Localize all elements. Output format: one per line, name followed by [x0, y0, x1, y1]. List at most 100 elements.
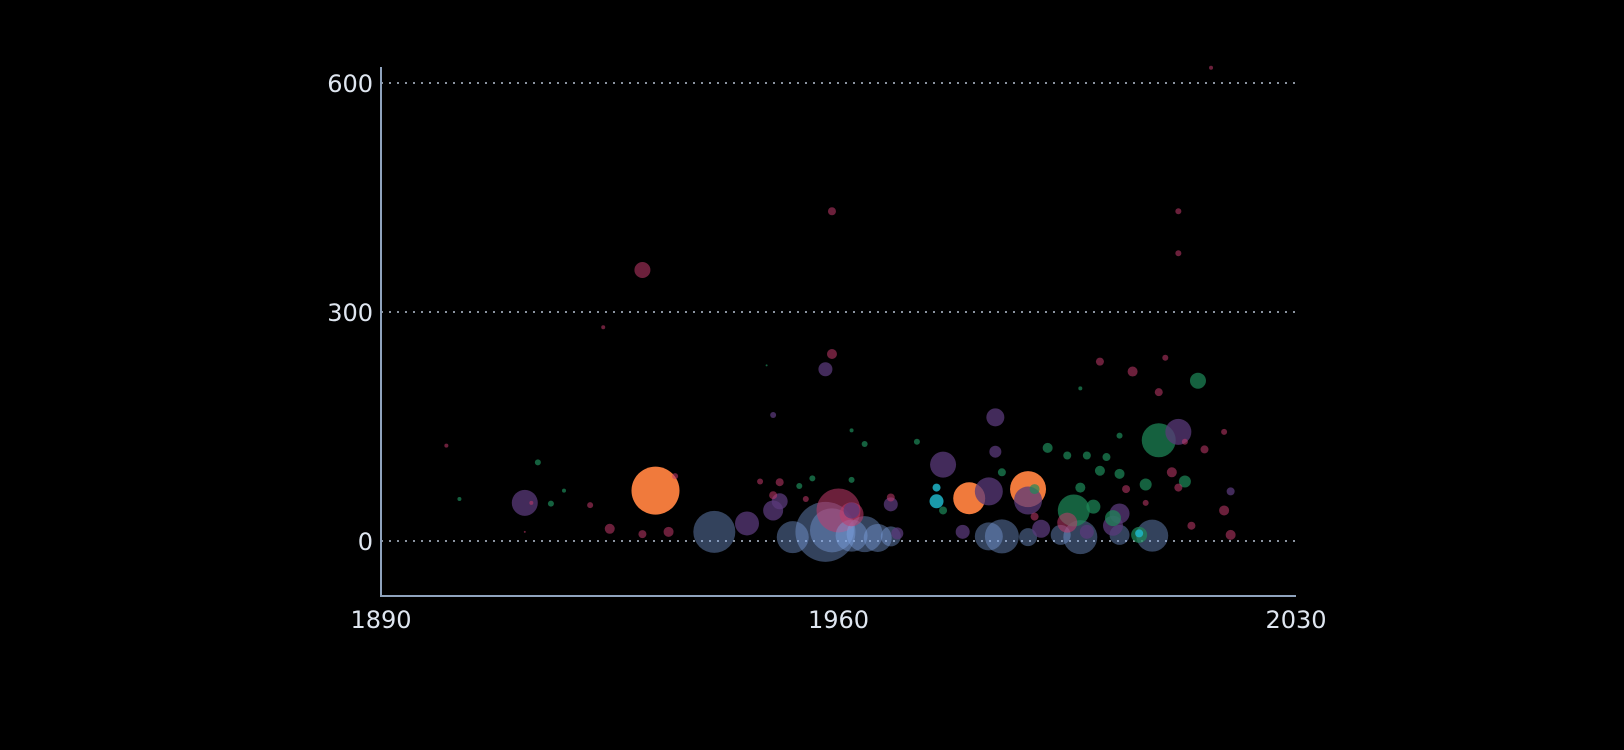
data-point-s2-34: [1209, 65, 1214, 70]
data-point-s4-15: [1063, 451, 1072, 460]
data-point-s1-0: [693, 510, 736, 553]
x-tick-label-2030: 2030: [1265, 606, 1326, 634]
data-point-s4-2: [547, 500, 554, 507]
data-point-s4-11: [939, 506, 948, 515]
data-point-s4-7: [848, 476, 855, 483]
data-point-s2-22: [1122, 485, 1131, 494]
data-point-s3-4: [770, 412, 777, 419]
data-point-s0-0: [631, 466, 680, 515]
axes: [380, 67, 1296, 597]
data-point-s2-29: [1175, 208, 1182, 215]
data-point-s3-12: [986, 408, 1005, 427]
y-tick-label-300: 300: [327, 299, 373, 327]
data-point-s2-26: [1162, 354, 1169, 361]
data-point-s4-21: [1094, 465, 1105, 476]
data-point-s2-14: [827, 207, 836, 216]
data-point-s2-27: [1166, 467, 1177, 478]
data-point-s5-2: [1135, 529, 1144, 538]
data-point-s2-23: [1127, 366, 1138, 377]
data-point-s3-6: [843, 502, 860, 519]
data-point-s2-19: [1030, 512, 1039, 521]
data-point-s2-30: [1175, 250, 1182, 257]
x-tick-label-1890: 1890: [350, 606, 411, 634]
data-point-s4-22: [1102, 453, 1111, 462]
data-point-s1-6: [863, 523, 892, 552]
data-point-s3-9: [930, 451, 957, 478]
data-point-s4-0: [457, 497, 462, 502]
data-point-s3-19: [1165, 418, 1192, 445]
data-point-s4-1: [534, 459, 541, 466]
data-point-s2-18: [886, 493, 895, 502]
data-point-s4-14: [1042, 442, 1053, 453]
data-point-s4-4: [765, 364, 768, 367]
data-point-s1-14: [1136, 519, 1169, 552]
data-point-s5-0: [929, 494, 944, 509]
data-point-s2-32: [1187, 521, 1196, 530]
data-point-s2-8: [663, 526, 674, 537]
data-point-s2-2: [529, 500, 534, 505]
data-point-s3-0: [511, 489, 538, 516]
data-point-s2-24: [1142, 499, 1149, 506]
data-point-s4-25: [1116, 432, 1123, 439]
data-point-s4-8: [849, 428, 854, 433]
data-point-s1-9: [984, 519, 1019, 554]
data-point-s2-6: [634, 262, 651, 279]
data-point-s4-20: [1086, 499, 1101, 514]
data-point-s4-13: [1029, 484, 1040, 495]
data-point-s3-8: [891, 527, 904, 540]
data-point-s2-35: [1221, 428, 1228, 435]
data-point-s4-9: [861, 441, 868, 448]
data-points: [444, 65, 1236, 562]
data-point-s4-27: [1139, 478, 1152, 491]
data-point-s2-28: [1174, 483, 1183, 492]
data-point-s2-9: [672, 473, 679, 480]
data-point-s2-20: [1057, 512, 1078, 533]
data-point-s4-30: [1189, 372, 1206, 389]
data-point-s3-13: [989, 445, 1002, 458]
data-point-s2-1: [523, 530, 526, 533]
x-tick-label-1960: 1960: [808, 606, 869, 634]
data-point-s4-23: [1105, 510, 1121, 527]
data-point-s3-7: [883, 497, 898, 512]
data-point-s1-1: [776, 521, 809, 554]
data-point-s4-18: [1075, 482, 1086, 493]
data-point-s3-5: [818, 362, 833, 377]
grid-lines: [381, 82, 1296, 542]
data-point-s2-7: [638, 530, 647, 539]
data-point-s4-19: [1082, 451, 1091, 460]
y-tick-label-600: 600: [327, 70, 373, 98]
data-point-s3-16: [1079, 524, 1094, 539]
data-point-s1-10: [1019, 528, 1038, 547]
data-point-s3-10: [955, 524, 970, 539]
data-point-s2-37: [1225, 529, 1236, 540]
data-point-s2-11: [769, 491, 778, 500]
data-point-s2-3: [587, 502, 594, 509]
data-point-s3-11: [974, 477, 1003, 506]
data-point-s2-25: [1154, 388, 1163, 397]
data-point-s4-10: [913, 438, 920, 445]
y-tick-label-0: 0: [358, 528, 373, 556]
data-point-s4-6: [809, 475, 816, 482]
data-point-s3-15: [1032, 519, 1051, 538]
data-point-s5-1: [932, 483, 941, 492]
data-point-s2-21: [1095, 357, 1104, 366]
data-point-s2-15: [826, 348, 837, 359]
data-point-s4-12: [997, 468, 1006, 477]
data-point-s4-29: [1178, 475, 1191, 488]
data-point-s2-10: [757, 478, 764, 485]
data-point-s2-31: [1181, 438, 1188, 445]
data-point-s3-20: [1226, 487, 1235, 496]
data-point-s2-12: [775, 478, 784, 487]
data-point-s1-4: [835, 519, 868, 552]
data-point-s2-4: [601, 325, 606, 330]
data-point-s4-5: [796, 483, 803, 490]
data-point-s4-3: [562, 488, 566, 493]
data-point-s2-36: [1219, 505, 1230, 516]
data-point-s2-33: [1200, 445, 1209, 454]
data-point-s2-5: [604, 523, 615, 534]
tick-labels: 0 300 600 1890 1960 2030: [327, 70, 1326, 634]
data-point-s2-0: [444, 443, 449, 448]
data-point-s4-24: [1114, 468, 1125, 479]
data-point-s1-8: [974, 522, 1003, 551]
